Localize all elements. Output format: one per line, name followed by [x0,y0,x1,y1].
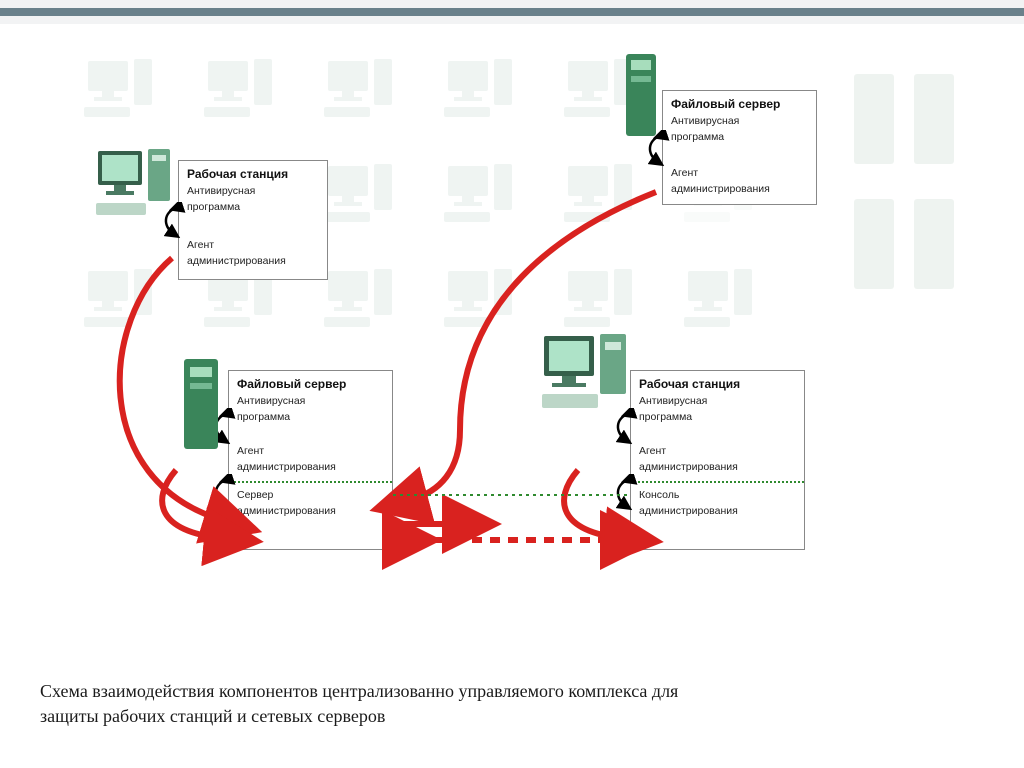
node-line: администрирования [639,461,796,474]
ghost-pc [80,55,160,125]
dotted-divider [229,481,392,483]
node-line: Агент [671,167,808,180]
header-bar-stripe [0,8,1024,16]
ghost-pc [560,160,640,230]
node-line: программа [237,411,384,424]
node-line: администрирования [639,505,796,518]
node-file-server-top: Файловый сервер Антивирусная программа А… [662,90,817,205]
node-line: программа [187,201,319,214]
node-line: Антивирусная [187,185,319,198]
node-line: Антивирусная [639,395,796,408]
ghost-pc [560,265,640,335]
node-workstation-top: Рабочая станция Антивирусная программа А… [178,160,328,280]
node-line: администрирования [237,461,384,474]
node-line: администрирования [671,183,808,196]
ghost-pc [320,55,400,125]
node-line: Антивирусная [237,395,384,408]
node-line: программа [671,131,808,144]
ghost-tower [850,195,900,295]
ghost-pc [200,55,280,125]
node-workstation-bottom: Рабочая станция Антивирусная программа А… [630,370,805,550]
node-line: программа [639,411,796,424]
ghost-pc [680,265,760,335]
node-title: Рабочая станция [639,377,796,391]
node-line: Антивирусная [671,115,808,128]
node-line: Агент [187,239,319,252]
node-line: Консоль [639,489,796,502]
tower-icon [180,355,224,460]
ghost-pc [320,160,400,230]
dotted-connector [393,493,630,497]
node-file-server-bottom: Файловый сервер Антивирусная программа А… [228,370,393,550]
node-title: Файловый сервер [671,97,808,111]
node-title: Рабочая станция [187,167,319,181]
caption-text: Схема взаимодействия компонентов централ… [40,679,720,728]
ghost-pc [440,55,520,125]
node-line: Сервер [237,489,384,502]
tower-icon [622,50,662,145]
ghost-tower [910,70,960,170]
arrows-overlay [0,0,1024,768]
node-title: Файловый сервер [237,377,384,391]
node-line: Агент [237,445,384,458]
ghost-pc [440,265,520,335]
ghost-tower [850,70,900,170]
ghost-tower [910,195,960,295]
pc-icon [92,145,178,226]
ghost-pc [320,265,400,335]
dotted-divider [631,481,804,483]
ghost-pc [80,265,160,335]
pc-icon [538,330,634,421]
node-line: администрирования [187,255,319,268]
node-line: Агент [639,445,796,458]
ghost-pc [440,160,520,230]
node-line: администрирования [237,505,384,518]
